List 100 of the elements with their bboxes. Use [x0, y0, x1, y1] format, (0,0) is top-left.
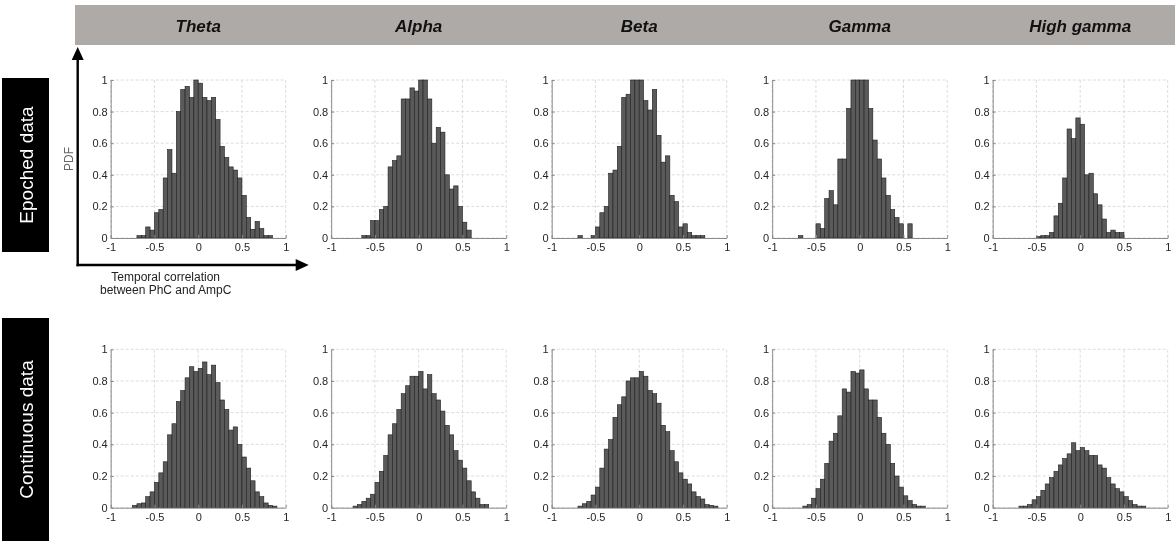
x-tick-label: -0.5 [365, 510, 385, 523]
y-tick-label: 0.2 [312, 200, 329, 213]
x-tick-label: -1 [326, 510, 337, 523]
y-tick-label: 0.6 [533, 137, 549, 150]
chart-title: Gamma [828, 17, 891, 36]
y-tick-label: 0.4 [92, 438, 108, 451]
x-tick-label: 0.5 [675, 510, 692, 523]
x-tick-label: 0 [857, 240, 864, 253]
x-tick-label: 0.5 [675, 240, 692, 253]
y-tick-label: 0.6 [92, 137, 108, 150]
y-tick-label: 0.6 [533, 406, 549, 419]
x-tick-label: -0.5 [145, 510, 165, 523]
x-tick-label: 0 [195, 510, 202, 523]
y-tick-label: 0.8 [974, 105, 990, 118]
y-tick-label: 0 [542, 232, 549, 245]
x-tick-label: 0 [416, 240, 423, 253]
y-tick-label: 0 [763, 232, 770, 245]
y-tick-label: 0.6 [753, 406, 770, 419]
y-tick-label: 0.4 [533, 438, 549, 451]
y-tick-label: 0 [322, 232, 329, 245]
x-tick-label: 0 [1077, 240, 1084, 253]
y-tick-label: 0 [763, 501, 770, 514]
y-tick-label: 0.2 [533, 470, 549, 483]
y-tick-label: 0.4 [974, 168, 990, 181]
x-tick-label: -0.5 [586, 240, 606, 253]
y-tick-label: 1 [542, 74, 549, 87]
chart-title: Theta [175, 17, 221, 36]
y-tick-label: 0.8 [753, 375, 770, 387]
text: Epoched data [16, 105, 37, 224]
x-tick-label: 1 [1165, 510, 1172, 523]
x-tick-label: 0 [1077, 510, 1084, 523]
x-tick-label: 1 [944, 240, 951, 253]
y-tick-label: 1 [101, 343, 108, 356]
x-tick-label: 1 [944, 510, 951, 523]
y-tick-label: 0.2 [974, 470, 990, 483]
x-tick-label: -1 [547, 510, 558, 523]
y-tick-label: 0.6 [974, 406, 990, 419]
y-tick-label: 0.8 [974, 375, 990, 387]
x-tick-label: 0 [857, 510, 864, 523]
x-tick-label: 1 [283, 240, 290, 253]
y-tick-label: 1 [763, 343, 770, 356]
y-tick-label: 0.2 [92, 200, 108, 213]
x-tick-label: -1 [547, 240, 558, 253]
y-tick-label: 0.8 [753, 105, 770, 118]
y-tick-label: 0 [983, 501, 990, 514]
x-tick-label: 1 [724, 240, 731, 253]
y-tick-label: 0.8 [312, 375, 329, 387]
y-tick-label: 0.4 [753, 168, 770, 181]
x-tick-label: 0.5 [234, 240, 251, 253]
x-tick-label: -1 [767, 510, 778, 523]
y-tick-label: 0.6 [974, 137, 990, 150]
x-tick-label: 0 [416, 510, 423, 523]
y-tick-label: 0.2 [533, 200, 549, 213]
y-tick-label: 0.4 [92, 168, 108, 181]
y-tick-label: 1 [763, 74, 770, 87]
y-tick-label: 0.6 [312, 137, 329, 150]
y-tick-label: 0.4 [312, 168, 329, 181]
x-tick-label: -0.5 [586, 510, 606, 523]
x-tick-label: 0.5 [234, 510, 251, 523]
x-tick-label: 0 [195, 240, 202, 253]
x-tick-label: -1 [988, 510, 999, 523]
y-tick-label: 0.2 [312, 470, 329, 483]
y-tick-label: 0 [101, 232, 108, 245]
chart-title: Alpha [394, 17, 443, 36]
y-tick-label: 0 [322, 501, 329, 514]
x-tick-label: 0.5 [896, 510, 912, 523]
y-tick-label: 0 [542, 501, 549, 514]
x-tick-label: 0.5 [455, 510, 471, 523]
x-tick-label: -1 [106, 510, 117, 523]
y-tick-label: 0.2 [753, 470, 770, 483]
y-tick-label: 1 [542, 343, 549, 356]
x-axis-title: Temporal correlation between PhC and AmpC [99, 270, 232, 297]
y-tick-label: 1 [983, 74, 990, 87]
y-tick-label: 0.2 [974, 200, 990, 213]
x-tick-label: 0 [636, 240, 643, 253]
y-tick-label: 0.8 [92, 375, 108, 387]
y-tick-label: 1 [983, 343, 990, 356]
x-tick-label: -0.5 [806, 510, 826, 523]
x-tick-label: -1 [988, 240, 999, 253]
y-tick-label: 0.2 [753, 200, 770, 213]
y-tick-label: 0.2 [92, 470, 108, 483]
x-tick-label: -1 [326, 240, 337, 253]
x-tick-label: -1 [767, 240, 778, 253]
x-tick-label: -0.5 [1027, 240, 1047, 253]
x-tick-label: 0.5 [1116, 510, 1133, 523]
x-tick-label: 0.5 [455, 240, 471, 253]
y-axis-title: PDF [61, 147, 76, 171]
y-tick-label: 0.6 [753, 137, 770, 150]
y-tick-label: 0.4 [533, 168, 549, 181]
y-tick-label: 0.8 [533, 105, 549, 118]
y-tick-label: 0.4 [753, 438, 770, 451]
y-tick-label: 0.8 [312, 105, 329, 118]
y-tick-label: 0.4 [312, 438, 329, 451]
chart-title: High gamma [1029, 17, 1132, 36]
y-tick-label: 0.4 [974, 438, 990, 451]
x-tick-label: 1 [503, 240, 510, 253]
chart-title: Beta [620, 17, 658, 36]
x-tick-label: 0.5 [896, 240, 912, 253]
y-tick-label: 1 [322, 343, 329, 356]
x-tick-label: 1 [503, 510, 510, 523]
